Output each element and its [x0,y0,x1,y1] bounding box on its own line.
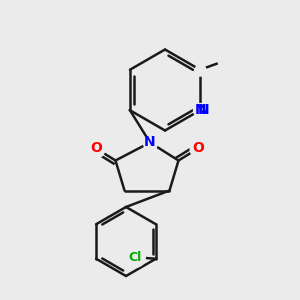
Text: N: N [194,103,206,117]
Text: N: N [197,103,209,117]
Text: O: O [90,142,102,155]
Text: O: O [192,142,204,155]
Text: N: N [144,136,156,149]
Text: Cl: Cl [128,251,142,264]
